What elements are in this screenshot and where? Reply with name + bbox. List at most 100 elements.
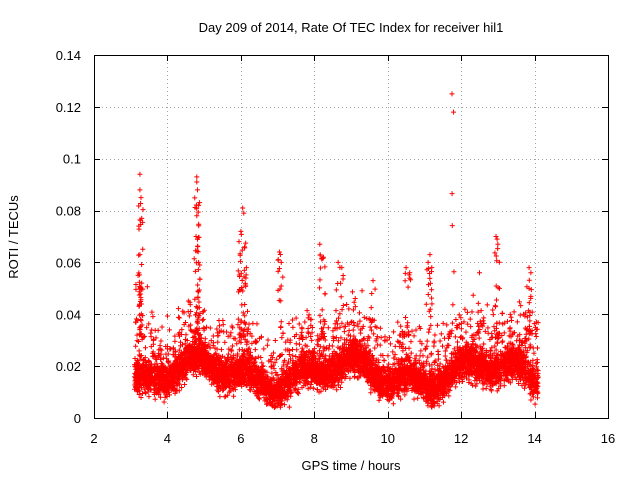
roti-point <box>179 327 185 333</box>
roti-point <box>425 354 431 360</box>
roti-point <box>270 350 276 356</box>
roti-point <box>352 295 358 301</box>
roti-point <box>186 323 192 329</box>
roti-point <box>293 315 299 321</box>
roti-point <box>296 321 302 327</box>
roti-point <box>445 342 451 348</box>
roti-point <box>516 299 522 305</box>
roti-point <box>431 343 437 349</box>
roti-point <box>359 288 365 294</box>
roti-point <box>183 332 189 338</box>
roti-point <box>440 343 446 349</box>
roti-point <box>481 315 487 321</box>
roti-point <box>162 394 168 400</box>
roti-point <box>146 394 152 400</box>
roti-point <box>418 348 424 354</box>
roti-point <box>336 315 342 321</box>
roti-point <box>136 392 142 398</box>
roti-point <box>274 356 280 362</box>
roti-point <box>217 394 223 400</box>
roti-point <box>142 345 148 351</box>
roti-point <box>362 341 368 347</box>
roti-point <box>475 323 481 329</box>
roti-point <box>222 339 228 345</box>
roti-point <box>532 401 538 407</box>
roti-point <box>361 314 367 320</box>
roti-point <box>304 343 310 349</box>
roti-point <box>334 387 340 393</box>
roti-point <box>377 325 383 331</box>
roti-point <box>499 333 505 339</box>
roti-point <box>346 328 352 334</box>
roti-point <box>409 328 415 334</box>
roti-point <box>453 384 459 390</box>
roti-point <box>466 377 472 383</box>
roti-point <box>385 353 391 359</box>
roti-point <box>521 385 527 391</box>
roti-point <box>157 394 163 400</box>
roti-point <box>293 341 299 347</box>
roti-point <box>160 355 166 361</box>
roti-point <box>507 311 513 317</box>
roti-point <box>500 321 506 327</box>
roti-point <box>252 339 258 345</box>
roti-point <box>299 345 305 351</box>
roti-point <box>518 303 524 309</box>
roti-point <box>325 325 331 331</box>
roti-point <box>464 309 470 315</box>
roti-point <box>376 397 382 403</box>
roti-point <box>434 322 440 328</box>
roti-point <box>364 316 370 322</box>
roti-point <box>511 309 517 315</box>
roti-point <box>309 337 315 343</box>
roti-point <box>290 353 296 359</box>
roti-point <box>224 329 230 335</box>
roti-point <box>235 322 241 328</box>
roti-point <box>468 324 474 330</box>
roti-point <box>417 326 423 332</box>
roti-point <box>148 334 154 340</box>
roti-point <box>492 343 498 349</box>
roti-point <box>350 327 356 333</box>
roti-point <box>367 324 373 330</box>
roti-point <box>372 345 378 351</box>
roti-point <box>226 346 232 352</box>
roti-point <box>144 284 150 290</box>
roti-point <box>314 351 320 357</box>
roti-point <box>146 321 152 327</box>
roti-point <box>458 326 464 332</box>
roti-point <box>406 345 412 351</box>
roti-point <box>514 319 520 325</box>
roti-point <box>317 319 323 325</box>
roti-point <box>463 329 469 335</box>
roti-point <box>301 349 307 355</box>
roti-point <box>281 362 287 368</box>
roti-point <box>202 336 208 342</box>
roti-point <box>516 345 522 351</box>
roti-point <box>159 324 165 330</box>
roti-point <box>215 339 221 345</box>
roti-point <box>302 319 308 325</box>
roti-point <box>172 338 178 344</box>
roti-point <box>444 357 450 363</box>
roti-point <box>369 353 375 359</box>
roti-point <box>269 370 275 376</box>
roti-point <box>341 329 347 335</box>
roti-point <box>435 356 441 362</box>
roti-point <box>415 395 421 401</box>
roti-point <box>432 332 438 338</box>
roti-point <box>390 401 396 407</box>
roti-point <box>451 346 457 352</box>
roti-point <box>134 389 140 395</box>
roti-point <box>252 347 258 353</box>
roti-point <box>132 356 138 362</box>
roti-point <box>284 397 290 403</box>
roti-point <box>528 397 534 403</box>
roti-point <box>133 343 139 349</box>
roti-point <box>338 335 344 341</box>
roti-point <box>165 358 171 364</box>
roti-point <box>158 338 164 344</box>
roti-point <box>323 387 329 393</box>
roti-point <box>236 347 242 353</box>
